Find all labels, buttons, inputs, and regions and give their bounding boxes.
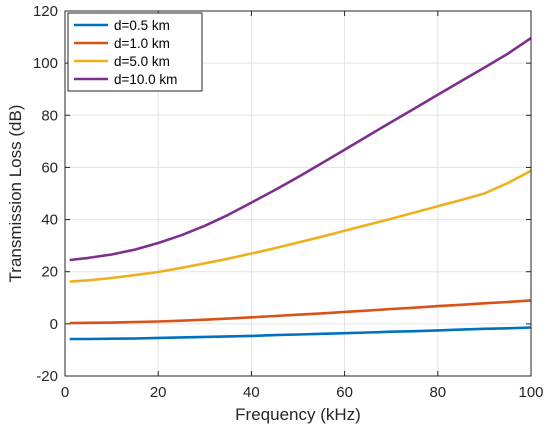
legend-label: d=0.5 km <box>114 18 170 33</box>
x-axis-ticks: 0 20 40 60 80 100 <box>61 11 544 401</box>
x-tick-label: 100 <box>518 384 543 401</box>
x-tick-label: 0 <box>61 384 69 401</box>
legend-label: d=5.0 km <box>114 54 170 69</box>
legend-label: d=1.0 km <box>114 36 170 51</box>
series-line-1 <box>69 326 532 341</box>
legend: d=0.5 km d=1.0 km d=5.0 km d=10.0 km <box>67 12 203 92</box>
legend-label: d=10.0 km <box>114 72 177 87</box>
y-axis-ticks: -20 0 20 40 60 80 100 120 <box>33 3 531 385</box>
y-tick-label: 0 <box>50 316 58 333</box>
x-tick-label: 60 <box>336 384 353 401</box>
y-tick-label: 120 <box>33 3 58 20</box>
y-tick-label: 100 <box>33 55 58 72</box>
y-tick-label: 40 <box>41 212 58 229</box>
x-tick-label: 80 <box>429 384 446 401</box>
y-tick-label: 20 <box>41 264 58 281</box>
series-line-4 <box>69 37 532 262</box>
y-tick-label: 60 <box>41 159 58 176</box>
series-line-2 <box>69 299 532 325</box>
y-tick-label: 80 <box>41 107 58 124</box>
x-axis-label: Frequency (kHz) <box>235 405 361 424</box>
y-tick-label: -20 <box>36 368 58 385</box>
series-lines <box>69 37 532 341</box>
y-axis-label: Transmission Loss (dB) <box>6 105 25 283</box>
series-line-3 <box>69 169 532 283</box>
plot-frame <box>64 10 532 377</box>
x-tick-label: 40 <box>243 384 260 401</box>
x-tick-label: 20 <box>150 384 167 401</box>
